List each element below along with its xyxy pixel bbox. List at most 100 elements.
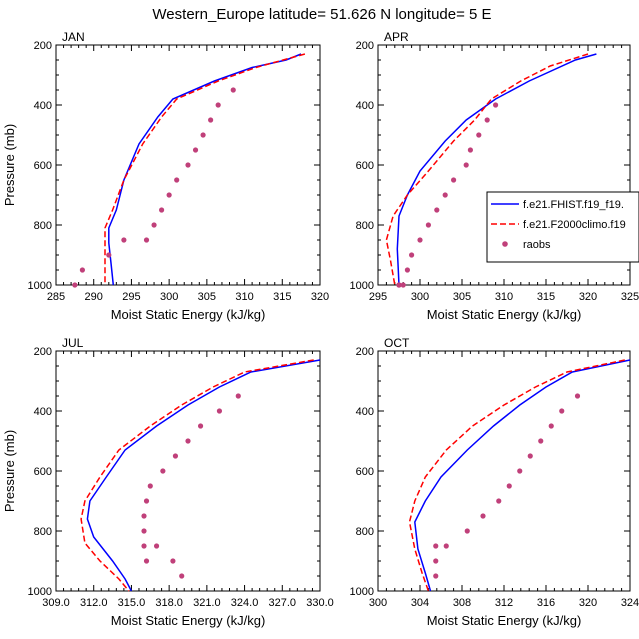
x-tick-label: 309.0 — [42, 597, 70, 609]
x-axis-label: Moist Static Energy (kJ/kg) — [111, 613, 266, 628]
legend-label: f.e21.F2000climo.f19 — [523, 219, 626, 231]
raobs-point — [493, 102, 499, 108]
x-tick-label: 300 — [160, 291, 178, 303]
panel-jul: 309.0 312.0 315.0 318.0 321.0 324.0 327.0 330.0… — [2, 336, 334, 628]
raobs-point — [433, 558, 439, 564]
raobs-point — [538, 438, 544, 444]
raobs-point — [451, 177, 457, 183]
panel-oct: 300 304 308 312 316 320 324 200 400 600 800 1000 OCT… — [350, 336, 639, 628]
raobs-point — [197, 423, 204, 429]
panel-label: JAN — [62, 30, 85, 44]
raobs-point — [172, 453, 179, 459]
legend-label: f.e21.FHIST.f19_f19. — [523, 199, 624, 211]
raobs-point — [200, 132, 206, 138]
raobs-point — [443, 543, 449, 549]
series-fhist-line — [108, 53, 302, 286]
x-tick-label: 310 — [235, 291, 253, 303]
x-tick-label: 305 — [453, 291, 471, 303]
raobs-point — [216, 408, 223, 414]
panel-label: APR — [384, 30, 409, 44]
raobs-point — [480, 513, 486, 519]
raobs-point — [496, 498, 502, 504]
x-axis-label: Moist Static Energy (kJ/kg) — [111, 307, 266, 322]
raobs-point — [434, 207, 440, 213]
plot-frame — [377, 350, 631, 592]
x-tick-label: 315.0 — [118, 597, 146, 609]
raobs-point — [141, 513, 147, 519]
y-tick-label: 800 — [356, 220, 374, 232]
raobs-point — [143, 498, 150, 504]
x-tick-label: 295 — [122, 291, 140, 303]
raobs-point — [174, 177, 180, 183]
legend-label: raobs — [523, 239, 551, 251]
raobs-point — [463, 162, 469, 168]
x-tick-label: 320 — [311, 291, 329, 303]
x-tick-label: 320 — [579, 597, 597, 609]
y-tick-label: 200 — [34, 40, 52, 52]
x-tick-label: 300 — [369, 597, 387, 609]
y-tick-label: 1000 — [28, 280, 52, 292]
raobs-point — [159, 207, 165, 213]
legend-marker-raobs — [502, 241, 508, 247]
raobs-point — [400, 282, 406, 288]
y-tick-label: 600 — [34, 160, 52, 172]
x-tick-label: 290 — [85, 291, 103, 303]
y-tick-label: 1000 — [28, 586, 52, 598]
raobs-point — [559, 408, 565, 414]
x-axis-label: Moist Static Energy (kJ/kg) — [427, 613, 582, 628]
x-tick-label: 330.0 — [306, 597, 334, 609]
raobs-point — [141, 528, 147, 534]
x-tick-label: 316 — [537, 597, 555, 609]
raobs-point — [160, 468, 166, 474]
x-tick-label: 325 — [621, 291, 639, 303]
raobs-point — [106, 252, 112, 258]
raobs-point — [548, 423, 554, 429]
raobs-point — [235, 393, 241, 399]
series-fhist-line — [396, 53, 597, 286]
raobs-point — [442, 192, 448, 198]
series-f2000climo-line — [408, 359, 625, 592]
y-tick-label: 200 — [356, 40, 374, 52]
x-tick-label: 315 — [537, 291, 555, 303]
y-tick-label: 800 — [34, 220, 52, 232]
raobs-point — [185, 438, 191, 444]
raobs-point — [141, 543, 147, 549]
x-tick-label: 327.0 — [269, 597, 297, 609]
raobs-point — [476, 132, 482, 138]
raobs-point — [417, 237, 423, 243]
y-tick-label: 400 — [356, 406, 374, 418]
y-tick-label: 600 — [34, 466, 52, 478]
x-tick-label: 285 — [47, 291, 65, 303]
figure-title: Western_Europe latitude= 51.626 N longit… — [152, 6, 491, 23]
raobs-point — [230, 87, 236, 93]
raobs-point — [153, 543, 160, 549]
series-fhist-line — [86, 359, 321, 592]
raobs-point — [464, 528, 470, 534]
raobs-point — [72, 282, 78, 288]
y-tick-label: 200 — [34, 346, 52, 358]
y-tick-label: 600 — [356, 466, 374, 478]
x-tick-label: 312.0 — [80, 597, 108, 609]
panel-jan: 285 290 295 300 305 310 315 320 200 400 600 800 1000… — [2, 30, 329, 322]
raobs-point — [433, 573, 439, 579]
x-tick-label: 321.0 — [193, 597, 221, 609]
y-tick-label: 800 — [356, 526, 374, 538]
x-tick-label: 295 — [369, 291, 387, 303]
x-tick-label: 324.0 — [231, 597, 259, 609]
y-tick-label: 400 — [34, 100, 52, 112]
x-tick-label: 320 — [579, 291, 597, 303]
raobs-point — [179, 573, 185, 579]
y-tick-label: 1000 — [350, 280, 374, 292]
raobs-point — [166, 192, 172, 198]
raobs-point — [215, 102, 221, 108]
raobs-point — [484, 117, 490, 123]
raobs-point — [143, 237, 150, 243]
raobs-point — [517, 468, 523, 474]
raobs-point — [143, 558, 150, 564]
x-tick-label: 310 — [495, 291, 513, 303]
y-tick-label: 400 — [34, 406, 52, 418]
x-tick-label: 318.0 — [155, 597, 183, 609]
y-axis-label: Pressure (mb) — [2, 430, 17, 512]
